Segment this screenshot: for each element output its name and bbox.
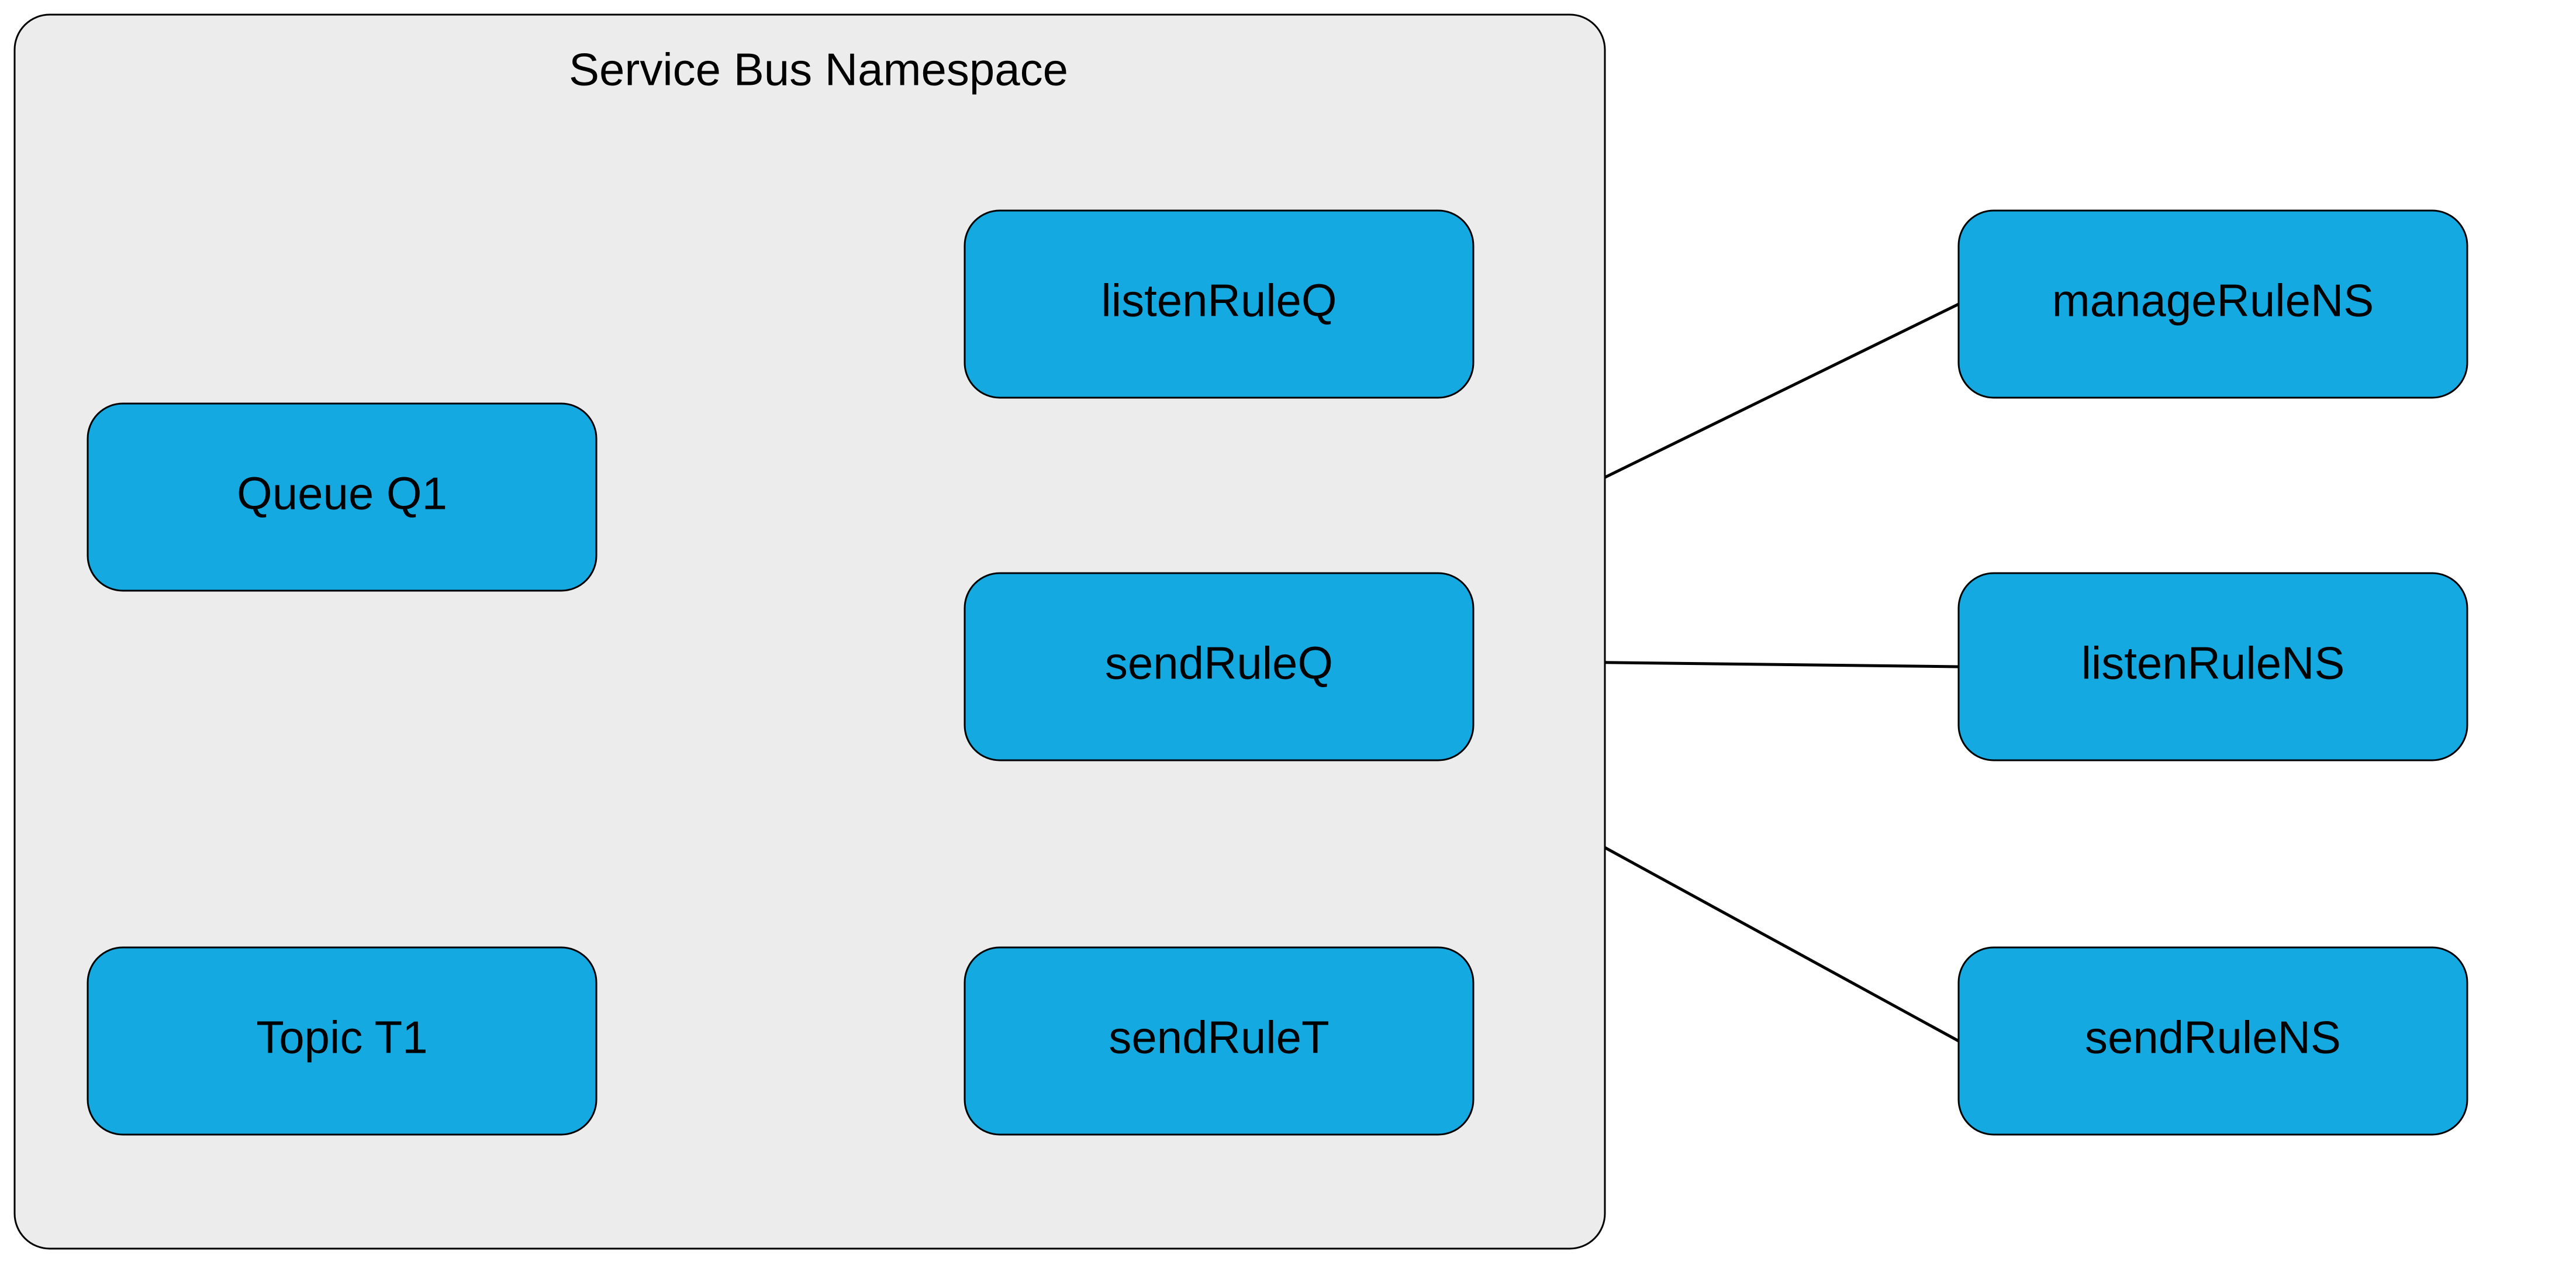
node-sendRuleQ: sendRuleQ [965, 573, 1473, 760]
node-manageRuleNS: manageRuleNS [1959, 211, 2467, 398]
node-label-sendRuleNS: sendRuleNS [2085, 1012, 2341, 1063]
node-label-sendRuleT: sendRuleT [1109, 1012, 1329, 1063]
node-listenRuleNS: listenRuleNS [1959, 573, 2467, 760]
node-listenRuleQ: listenRuleQ [965, 211, 1473, 398]
node-sendRuleT: sendRuleT [965, 947, 1473, 1135]
node-label-topicT1: Topic T1 [256, 1012, 427, 1063]
service-bus-diagram: Service Bus Namespace Queue Q1 Topic T1 li… [0, 0, 2576, 1265]
node-sendRuleNS: sendRuleNS [1959, 947, 2467, 1135]
node-label-sendRuleQ: sendRuleQ [1105, 637, 1333, 689]
edge-namespace-sendRuleNS [1605, 847, 1959, 1041]
namespace-title: Service Bus Namespace [569, 44, 1068, 95]
node-topicT1: Topic T1 [88, 947, 596, 1135]
node-label-queueQ1: Queue Q1 [237, 468, 447, 519]
edge-namespace-listenRuleNS [1605, 663, 1959, 667]
node-label-listenRuleQ: listenRuleQ [1101, 275, 1337, 326]
node-label-manageRuleNS: manageRuleNS [2052, 275, 2374, 326]
edge-namespace-manageRuleNS [1605, 304, 1959, 477]
node-queueQ1: Queue Q1 [88, 404, 596, 591]
node-label-listenRuleNS: listenRuleNS [2081, 637, 2345, 689]
